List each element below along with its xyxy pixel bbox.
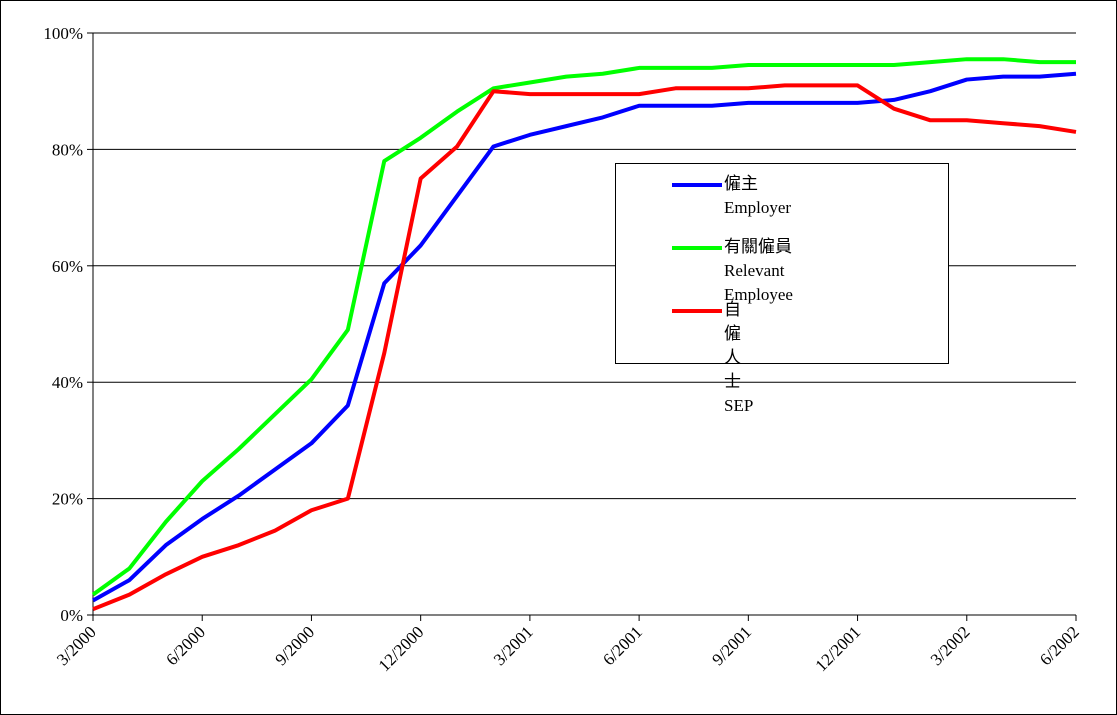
x-tick-label: 6/2000 [162, 622, 209, 669]
x-tick-label: 9/2000 [271, 622, 318, 669]
legend-label: 有關僱員 Relevant Employee [724, 237, 793, 304]
x-tick-label: 3/2002 [927, 622, 974, 669]
legend-swatch [672, 246, 722, 250]
legend-swatch [672, 309, 722, 313]
x-tick-label: 6/2001 [599, 622, 646, 669]
y-tick-label: 100% [43, 24, 83, 43]
x-tick-label: 9/2001 [708, 622, 755, 669]
series-line [92, 71, 1077, 603]
x-tick-label: 12/2000 [375, 622, 428, 675]
legend-swatch [672, 183, 722, 187]
y-tick-label: 20% [52, 490, 83, 509]
y-tick-label: 0% [60, 606, 83, 625]
series-line [91, 57, 1076, 597]
x-tick-label: 3/2001 [490, 622, 537, 669]
y-tick-label: 40% [52, 373, 83, 392]
y-tick-label: 80% [52, 140, 83, 159]
series-line [92, 83, 1077, 612]
legend-label: 自僱人士 SEP [724, 300, 754, 415]
legend: 僱主 Employer 有關僱員 Relevant Employee 自僱人士 SE… [615, 163, 949, 415]
x-tick-label: 6/2002 [1036, 622, 1083, 669]
legend-label: 僱主 Employer [724, 174, 792, 217]
x-tick-label: 12/2001 [812, 622, 865, 675]
y-tick-label: 60% [52, 257, 83, 276]
x-tick-label: 3/2000 [53, 622, 100, 669]
